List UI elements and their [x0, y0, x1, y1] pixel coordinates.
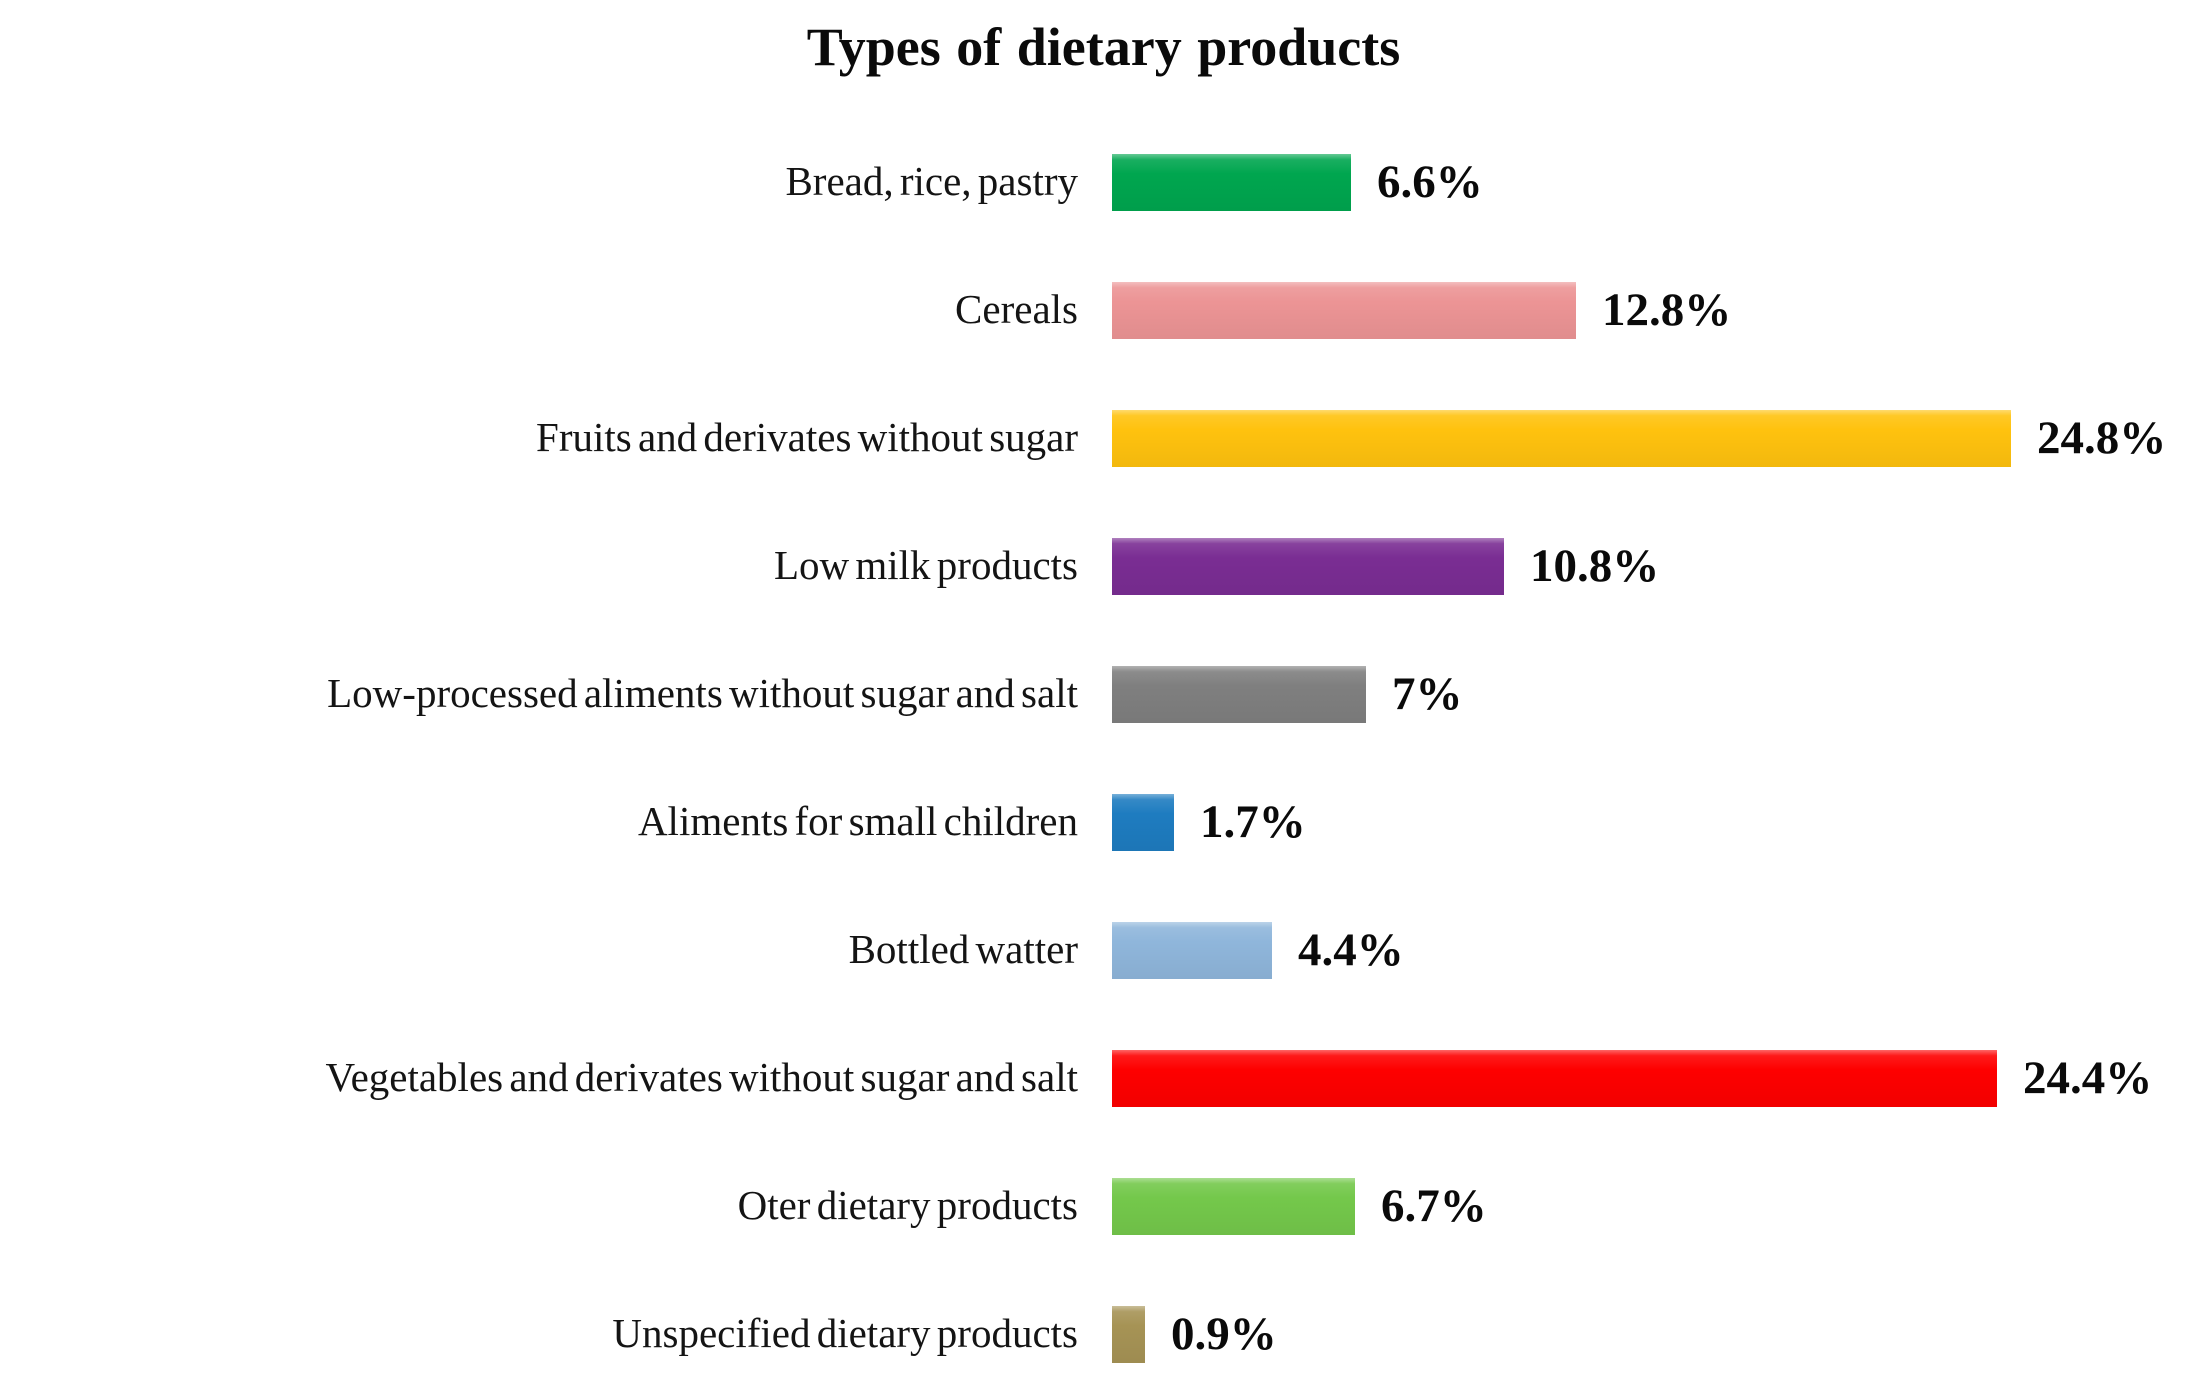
chart-row: Low-processed aliments without sugar and… [0, 630, 2207, 758]
chart-row: Unspecified dietary products 0.9% [0, 1270, 2207, 1397]
chart-row: Low milk products 10.8% [0, 502, 2207, 630]
value-label: 24.8% [2037, 412, 2167, 464]
chart-row: Bread, rice, pastry 6.6% [0, 118, 2207, 246]
bar-vegetables-derivates [1112, 1049, 1997, 1107]
category-label: Low milk products [773, 542, 1078, 589]
bar-fruits-derivates [1112, 409, 2011, 467]
category-label: Bottled watter [848, 926, 1078, 973]
category-label: Unspecified dietary products [612, 1310, 1078, 1357]
chart-title: Types of dietary products [806, 17, 1401, 77]
chart-row: Fruits and derivates without sugar 24.8% [0, 374, 2207, 502]
value-label: 24.4% [2023, 1052, 2153, 1104]
bar-low-processed-aliments [1112, 665, 1366, 723]
bar-bottled-watter [1112, 921, 1272, 979]
chart-row: Oter dietary products 6.7% [0, 1142, 2207, 1270]
category-label: Cereals [955, 286, 1078, 333]
chart-row: Bottled watter 4.4% [0, 886, 2207, 1014]
bar-cereals [1112, 281, 1576, 339]
value-label: 0.9% [1171, 1308, 1277, 1360]
chart-row: Cereals 12.8% [0, 246, 2207, 374]
value-label: 6.6% [1377, 156, 1483, 208]
bar-low-milk-products [1112, 537, 1504, 595]
bar-oter-dietary-products [1112, 1177, 1355, 1235]
chart-row: Vegetables and derivates without sugar a… [0, 1014, 2207, 1142]
bar-bread-rice-pastry [1112, 153, 1351, 211]
value-label: 7% [1392, 668, 1463, 720]
bar-chart: Bread, rice, pastry 6.6% Cereals 12.8% F… [0, 118, 2207, 1397]
category-label: Bread, rice, pastry [785, 158, 1078, 205]
category-label: Vegetables and derivates without sugar a… [325, 1054, 1079, 1101]
bar-unspecified-dietary-products [1112, 1305, 1145, 1363]
category-label: Aliments for small children [637, 798, 1078, 845]
category-label: Fruits and derivates without sugar [536, 414, 1078, 461]
value-label: 4.4% [1298, 924, 1404, 976]
category-label: Oter dietary products [737, 1182, 1078, 1229]
value-label: 10.8% [1530, 540, 1660, 592]
category-label: Low-processed aliments without sugar and… [327, 670, 1078, 717]
chart-row: Aliments for small children 1.7% [0, 758, 2207, 886]
value-label: 6.7% [1381, 1180, 1487, 1232]
bar-aliments-small-children [1112, 793, 1174, 851]
value-label: 12.8% [1602, 284, 1732, 336]
value-label: 1.7% [1200, 796, 1306, 848]
